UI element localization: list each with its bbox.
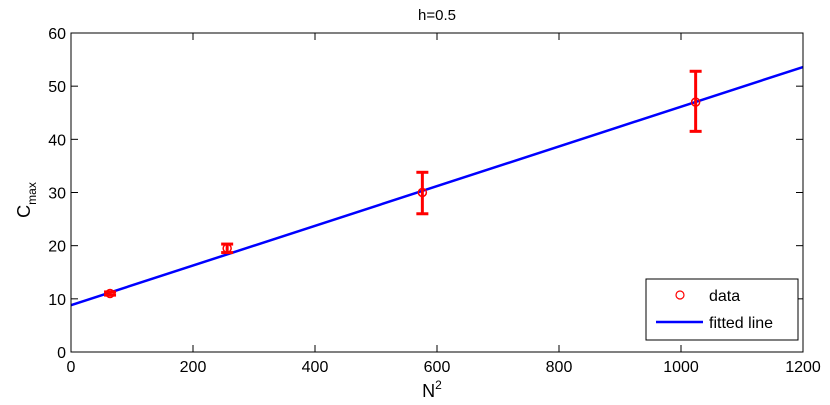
x-tick-label: 1000 (663, 359, 699, 376)
legend-data-marker (675, 290, 685, 300)
y-axis-label-group: Cmax (14, 182, 39, 218)
legend-data-label: data (709, 288, 740, 305)
data-point (222, 243, 232, 254)
y-tick-label: 0 (57, 345, 66, 362)
chart-marks (70, 65, 804, 307)
x-axis-label-main: N (422, 381, 435, 401)
legend-fitted-line-label: fitted line (709, 315, 773, 332)
data-point (105, 288, 115, 299)
y-axis-label: Cmax (14, 182, 39, 218)
legend-box (645, 278, 799, 341)
x-tick-label: 200 (180, 359, 207, 376)
y-tick-label: 40 (48, 132, 66, 149)
data-point (417, 187, 428, 198)
fitted-line (70, 65, 804, 307)
x-tick-label: 400 (302, 359, 329, 376)
x-tick-label: 800 (546, 359, 573, 376)
legend: data fitted line (645, 278, 799, 341)
y-tick-label: 20 (48, 239, 66, 256)
x-tick-label: 0 (67, 359, 76, 376)
y-tick-label: 60 (48, 26, 66, 43)
x-axis: 0 200 400 600 800 1000 1200 (67, 33, 821, 376)
y-tick-label: 10 (48, 292, 66, 309)
y-axis-label-main: C (14, 205, 34, 218)
x-axis-label-superscript: 2 (435, 378, 442, 392)
data-point (690, 97, 701, 107)
y-axis-label-subscript: max (25, 182, 39, 205)
chart-title: h=0.5 (418, 7, 456, 24)
y-tick-label: 30 (48, 186, 66, 203)
x-tick-label: 1200 (785, 359, 821, 376)
x-tick-label: 600 (424, 359, 451, 376)
x-axis-label: N2 (422, 378, 442, 401)
y-tick-label: 50 (48, 79, 66, 96)
y-axis: 0 10 20 30 40 50 60 (48, 26, 803, 362)
